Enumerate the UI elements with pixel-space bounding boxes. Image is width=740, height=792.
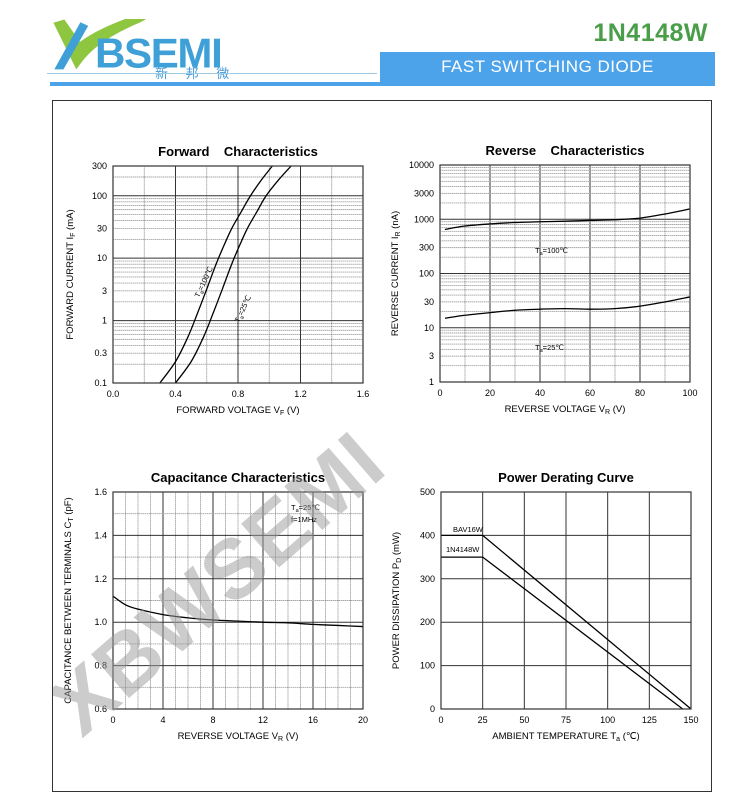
svg-text:8: 8 xyxy=(210,715,215,725)
svg-text:300: 300 xyxy=(419,243,434,253)
svg-text:60: 60 xyxy=(585,388,595,398)
svg-text:30: 30 xyxy=(424,297,434,307)
svg-text:30: 30 xyxy=(97,223,107,233)
svg-text:4: 4 xyxy=(160,715,165,725)
svg-text:200: 200 xyxy=(420,617,435,627)
svg-text:100: 100 xyxy=(419,269,434,279)
svg-text:125: 125 xyxy=(642,715,657,725)
svg-text:100: 100 xyxy=(682,388,697,398)
svg-text:0: 0 xyxy=(110,715,115,725)
svg-text:0.6: 0.6 xyxy=(94,704,107,714)
svg-text:CAPACITANCE BETWEEN TERMINALS: CAPACITANCE BETWEEN TERMINALS CT (pF) xyxy=(63,497,75,703)
svg-text:1.0: 1.0 xyxy=(94,617,107,627)
svg-text:20: 20 xyxy=(358,715,368,725)
svg-text:Ta=25℃: Ta=25℃ xyxy=(535,343,564,354)
svg-text:REVERSE CURRENT IR (nA): REVERSE CURRENT IR (nA) xyxy=(390,211,402,336)
svg-text:0.4: 0.4 xyxy=(169,389,182,399)
svg-text:Power Derating Curve: Power Derating Curve xyxy=(498,470,634,485)
svg-text:10: 10 xyxy=(424,323,434,333)
svg-text:300: 300 xyxy=(92,161,107,171)
svg-text:100: 100 xyxy=(92,191,107,201)
svg-text:0.0: 0.0 xyxy=(107,389,120,399)
svg-text:300: 300 xyxy=(420,574,435,584)
svg-text:1: 1 xyxy=(429,377,434,387)
svg-text:100: 100 xyxy=(600,715,615,725)
svg-text:20: 20 xyxy=(485,388,495,398)
svg-text:150: 150 xyxy=(683,715,698,725)
svg-text:1.6: 1.6 xyxy=(357,389,370,399)
svg-text:400: 400 xyxy=(420,530,435,540)
svg-text:Reverse Characteristics: Reverse Characteristics xyxy=(486,143,645,158)
svg-text:FORWARD CURRENT IF (mA): FORWARD CURRENT IF (mA) xyxy=(65,209,77,339)
svg-text:3: 3 xyxy=(429,351,434,361)
svg-text:1.2: 1.2 xyxy=(94,574,107,584)
svg-text:Capacitance Characteristics: Capacitance Characteristics xyxy=(151,470,325,485)
svg-text:1.2: 1.2 xyxy=(294,389,307,399)
svg-text:80: 80 xyxy=(635,388,645,398)
svg-text:500: 500 xyxy=(420,487,435,497)
svg-text:3000: 3000 xyxy=(414,188,434,198)
svg-text:0.8: 0.8 xyxy=(94,661,107,671)
svg-text:1.6: 1.6 xyxy=(94,487,107,497)
svg-text:25: 25 xyxy=(478,715,488,725)
svg-text:0: 0 xyxy=(437,388,442,398)
svg-text:0: 0 xyxy=(430,704,435,714)
svg-text:10000: 10000 xyxy=(409,160,434,170)
svg-text:BAV16W: BAV16W xyxy=(453,525,484,534)
svg-text:75: 75 xyxy=(561,715,571,725)
svg-text:100: 100 xyxy=(420,661,435,671)
svg-text:FORWARD VOLTAGE VF (V): FORWARD VOLTAGE VF (V) xyxy=(176,405,299,417)
svg-text:f=1MHz: f=1MHz xyxy=(291,515,317,524)
svg-text:3: 3 xyxy=(102,286,107,296)
svg-text:12: 12 xyxy=(258,715,268,725)
svg-text:16: 16 xyxy=(308,715,318,725)
svg-text:Ta=25℃: Ta=25℃ xyxy=(233,293,255,324)
svg-text:0.8: 0.8 xyxy=(232,389,245,399)
svg-text:REVERSE VOLTAGE VR (V): REVERSE VOLTAGE VR (V) xyxy=(505,404,626,416)
svg-text:REVERSE VOLTAGE VR (V): REVERSE VOLTAGE VR (V) xyxy=(178,731,299,743)
svg-text:Ta=25℃: Ta=25℃ xyxy=(291,503,320,514)
svg-text:40: 40 xyxy=(535,388,545,398)
svg-text:0.1: 0.1 xyxy=(94,378,107,388)
svg-text:1.4: 1.4 xyxy=(94,530,107,540)
svg-text:POWER DISSIPATION PD (mW): POWER DISSIPATION PD (mW) xyxy=(391,532,403,669)
svg-text:Forward Characteristics: Forward Characteristics xyxy=(158,144,318,159)
svg-text:1: 1 xyxy=(102,316,107,326)
svg-text:10: 10 xyxy=(97,253,107,263)
svg-text:0: 0 xyxy=(438,715,443,725)
svg-text:AMBIENT TEMPERATURE Ta (℃): AMBIENT TEMPERATURE Ta (℃) xyxy=(492,731,639,743)
svg-text:1000: 1000 xyxy=(414,214,434,224)
svg-text:Ta=100℃: Ta=100℃ xyxy=(193,265,217,300)
svg-text:1N4148W: 1N4148W xyxy=(446,545,480,554)
svg-text:50: 50 xyxy=(519,715,529,725)
svg-text:0.3: 0.3 xyxy=(94,348,107,358)
